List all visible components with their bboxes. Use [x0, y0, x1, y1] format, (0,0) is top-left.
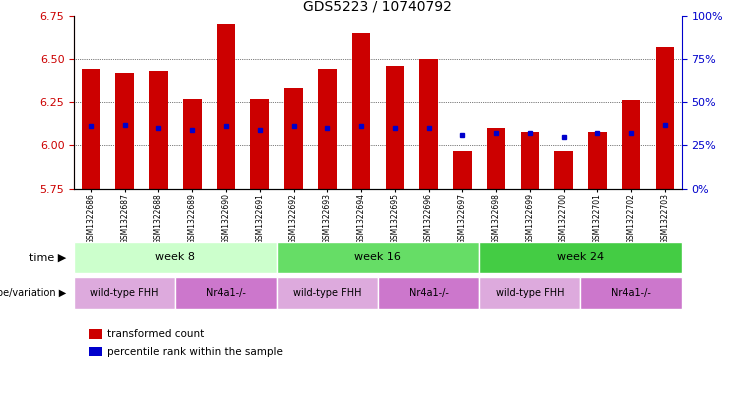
Bar: [183, 99, 202, 189]
Bar: [352, 33, 370, 189]
Bar: [656, 47, 674, 189]
Bar: [588, 132, 607, 189]
Text: week 16: week 16: [354, 252, 402, 263]
Text: week 24: week 24: [557, 252, 604, 263]
Bar: [276, 242, 479, 273]
Text: Nr4a1-/-: Nr4a1-/-: [408, 288, 448, 298]
Bar: [580, 277, 682, 309]
Text: transformed count: transformed count: [107, 329, 204, 339]
Bar: [74, 242, 276, 273]
Bar: [216, 24, 236, 189]
Bar: [419, 59, 438, 189]
Text: week 8: week 8: [156, 252, 196, 263]
Bar: [318, 69, 336, 189]
Bar: [116, 73, 134, 189]
Text: wild-type FHH: wild-type FHH: [90, 288, 159, 298]
Bar: [82, 69, 100, 189]
Text: wild-type FHH: wild-type FHH: [496, 288, 564, 298]
Bar: [487, 128, 505, 189]
Text: Nr4a1-/-: Nr4a1-/-: [206, 288, 246, 298]
Text: genotype/variation ▶: genotype/variation ▶: [0, 288, 67, 298]
Bar: [149, 71, 167, 189]
Title: GDS5223 / 10740792: GDS5223 / 10740792: [304, 0, 452, 13]
Text: percentile rank within the sample: percentile rank within the sample: [107, 347, 282, 357]
Bar: [74, 277, 176, 309]
Bar: [622, 101, 640, 189]
Text: time ▶: time ▶: [30, 252, 67, 263]
Bar: [285, 88, 303, 189]
Bar: [250, 99, 269, 189]
Bar: [520, 132, 539, 189]
Text: wild-type FHH: wild-type FHH: [293, 288, 362, 298]
Bar: [479, 242, 682, 273]
Bar: [554, 151, 573, 189]
Bar: [453, 151, 471, 189]
Bar: [479, 277, 580, 309]
Bar: [385, 66, 404, 189]
Bar: [276, 277, 378, 309]
Bar: [176, 277, 276, 309]
Bar: [378, 277, 479, 309]
Text: Nr4a1-/-: Nr4a1-/-: [611, 288, 651, 298]
